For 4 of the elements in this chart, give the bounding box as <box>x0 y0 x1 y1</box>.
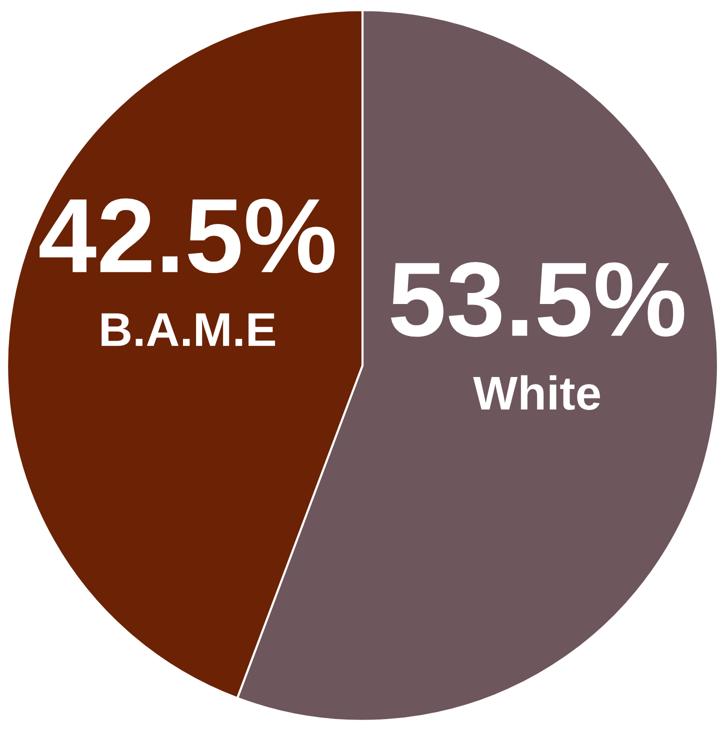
slice-label: White <box>473 375 600 410</box>
slice-label: B.A.M.E <box>102 313 276 346</box>
data-label: 42.5% <box>40 198 335 274</box>
data-label: 53.5% <box>390 262 684 337</box>
